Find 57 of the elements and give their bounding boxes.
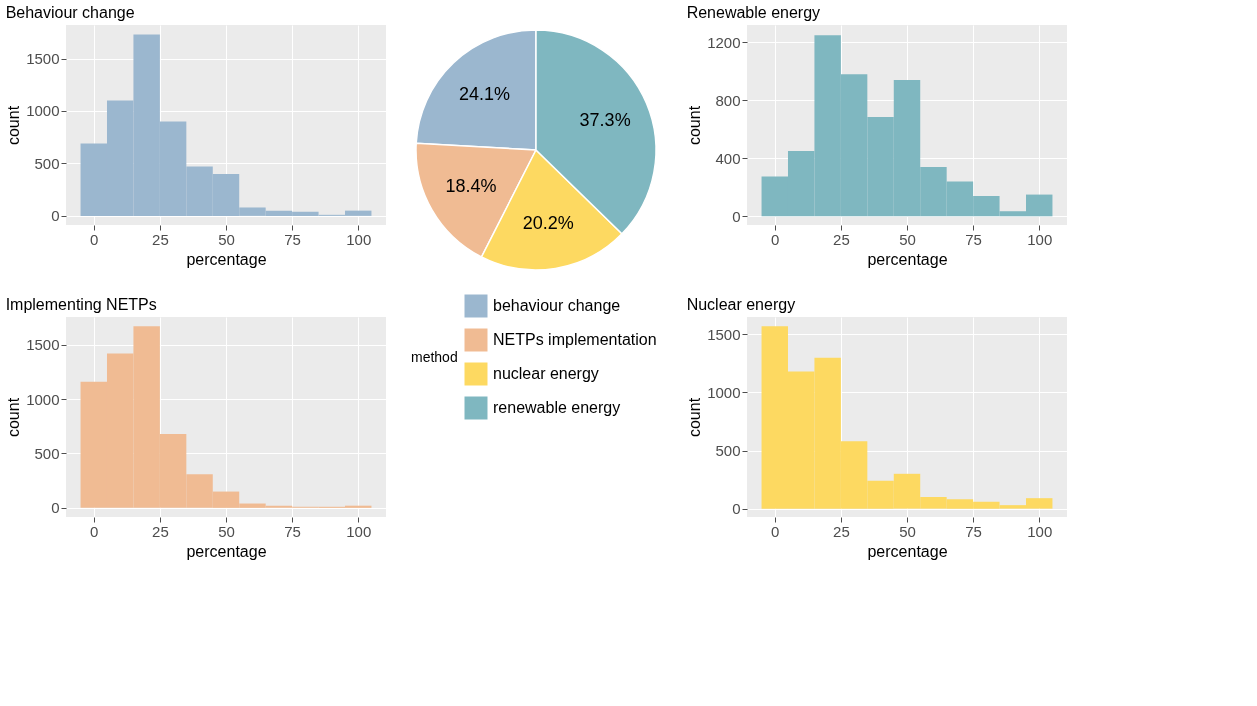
x-tick-label: 25: [833, 522, 850, 540]
y-axis-title: count: [686, 397, 704, 438]
data-label: 20.2%: [522, 213, 574, 233]
x-tick-label: 50: [899, 522, 916, 540]
y-tick-label: 500: [34, 444, 60, 462]
x-tick-label: 75: [965, 522, 982, 540]
y-tick-label: 0: [732, 207, 741, 225]
y-tick-label: 1500: [707, 325, 741, 343]
x-tick-label: 0: [90, 522, 99, 540]
y-tick-label: 1500: [26, 336, 60, 354]
chart-title: Renewable energy: [686, 4, 821, 21]
y-tick-label: 1500: [26, 50, 60, 68]
x-tick-label: 0: [771, 522, 780, 540]
x-axis-title: percentage: [186, 250, 267, 268]
x-tick-label: 0: [90, 230, 99, 248]
legend-label: nuclear energy: [493, 365, 599, 382]
x-tick-label: 75: [284, 230, 301, 248]
legend-label: NETPs implementation: [493, 331, 657, 348]
x-tick-label: 50: [218, 230, 235, 248]
y-tick-label: 500: [715, 442, 741, 460]
legend-title: method: [411, 349, 458, 365]
y-tick-label: 1200: [707, 33, 741, 51]
x-tick-label: 50: [899, 230, 916, 248]
y-tick-label: 1000: [26, 102, 60, 120]
x-tick-label: 0: [771, 230, 780, 248]
y-axis-title: count: [5, 105, 23, 146]
x-tick-label: 50: [218, 522, 235, 540]
y-tick-label: 1000: [26, 390, 60, 408]
chart-title: Nuclear energy: [686, 296, 796, 313]
y-axis-title: count: [686, 105, 704, 146]
y-tick-label: 400: [715, 149, 741, 167]
x-axis-title: percentage: [867, 542, 948, 560]
x-tick-label: 75: [284, 522, 301, 540]
data-label: 37.3%: [579, 109, 631, 130]
y-tick-label: 0: [732, 500, 741, 518]
chart-title: Behaviour change: [5, 4, 135, 21]
x-axis-title: percentage: [867, 250, 948, 268]
x-tick-label: 100: [1027, 522, 1053, 540]
y-tick-label: 0: [51, 499, 60, 517]
x-tick-label: 100: [346, 230, 372, 248]
x-axis-title: percentage: [186, 542, 267, 560]
chart-title: Implementing NETPs: [5, 296, 157, 313]
y-tick-label: 1000: [707, 383, 741, 401]
x-tick-label: 25: [152, 522, 169, 540]
legend-label: behaviour change: [493, 297, 621, 314]
data-label: 24.1%: [458, 84, 511, 105]
y-axis-title: count: [5, 397, 23, 438]
y-tick-label: 500: [34, 154, 60, 172]
y-tick-label: 800: [715, 91, 741, 109]
x-tick-label: 100: [346, 522, 372, 540]
x-tick-label: 75: [965, 230, 982, 248]
data-label: 18.4%: [445, 176, 497, 197]
legend-label: renewable energy: [493, 399, 621, 416]
x-tick-label: 25: [152, 230, 169, 248]
y-tick-label: 0: [51, 207, 60, 225]
x-tick-label: 25: [833, 230, 850, 248]
x-tick-label: 100: [1027, 230, 1053, 248]
